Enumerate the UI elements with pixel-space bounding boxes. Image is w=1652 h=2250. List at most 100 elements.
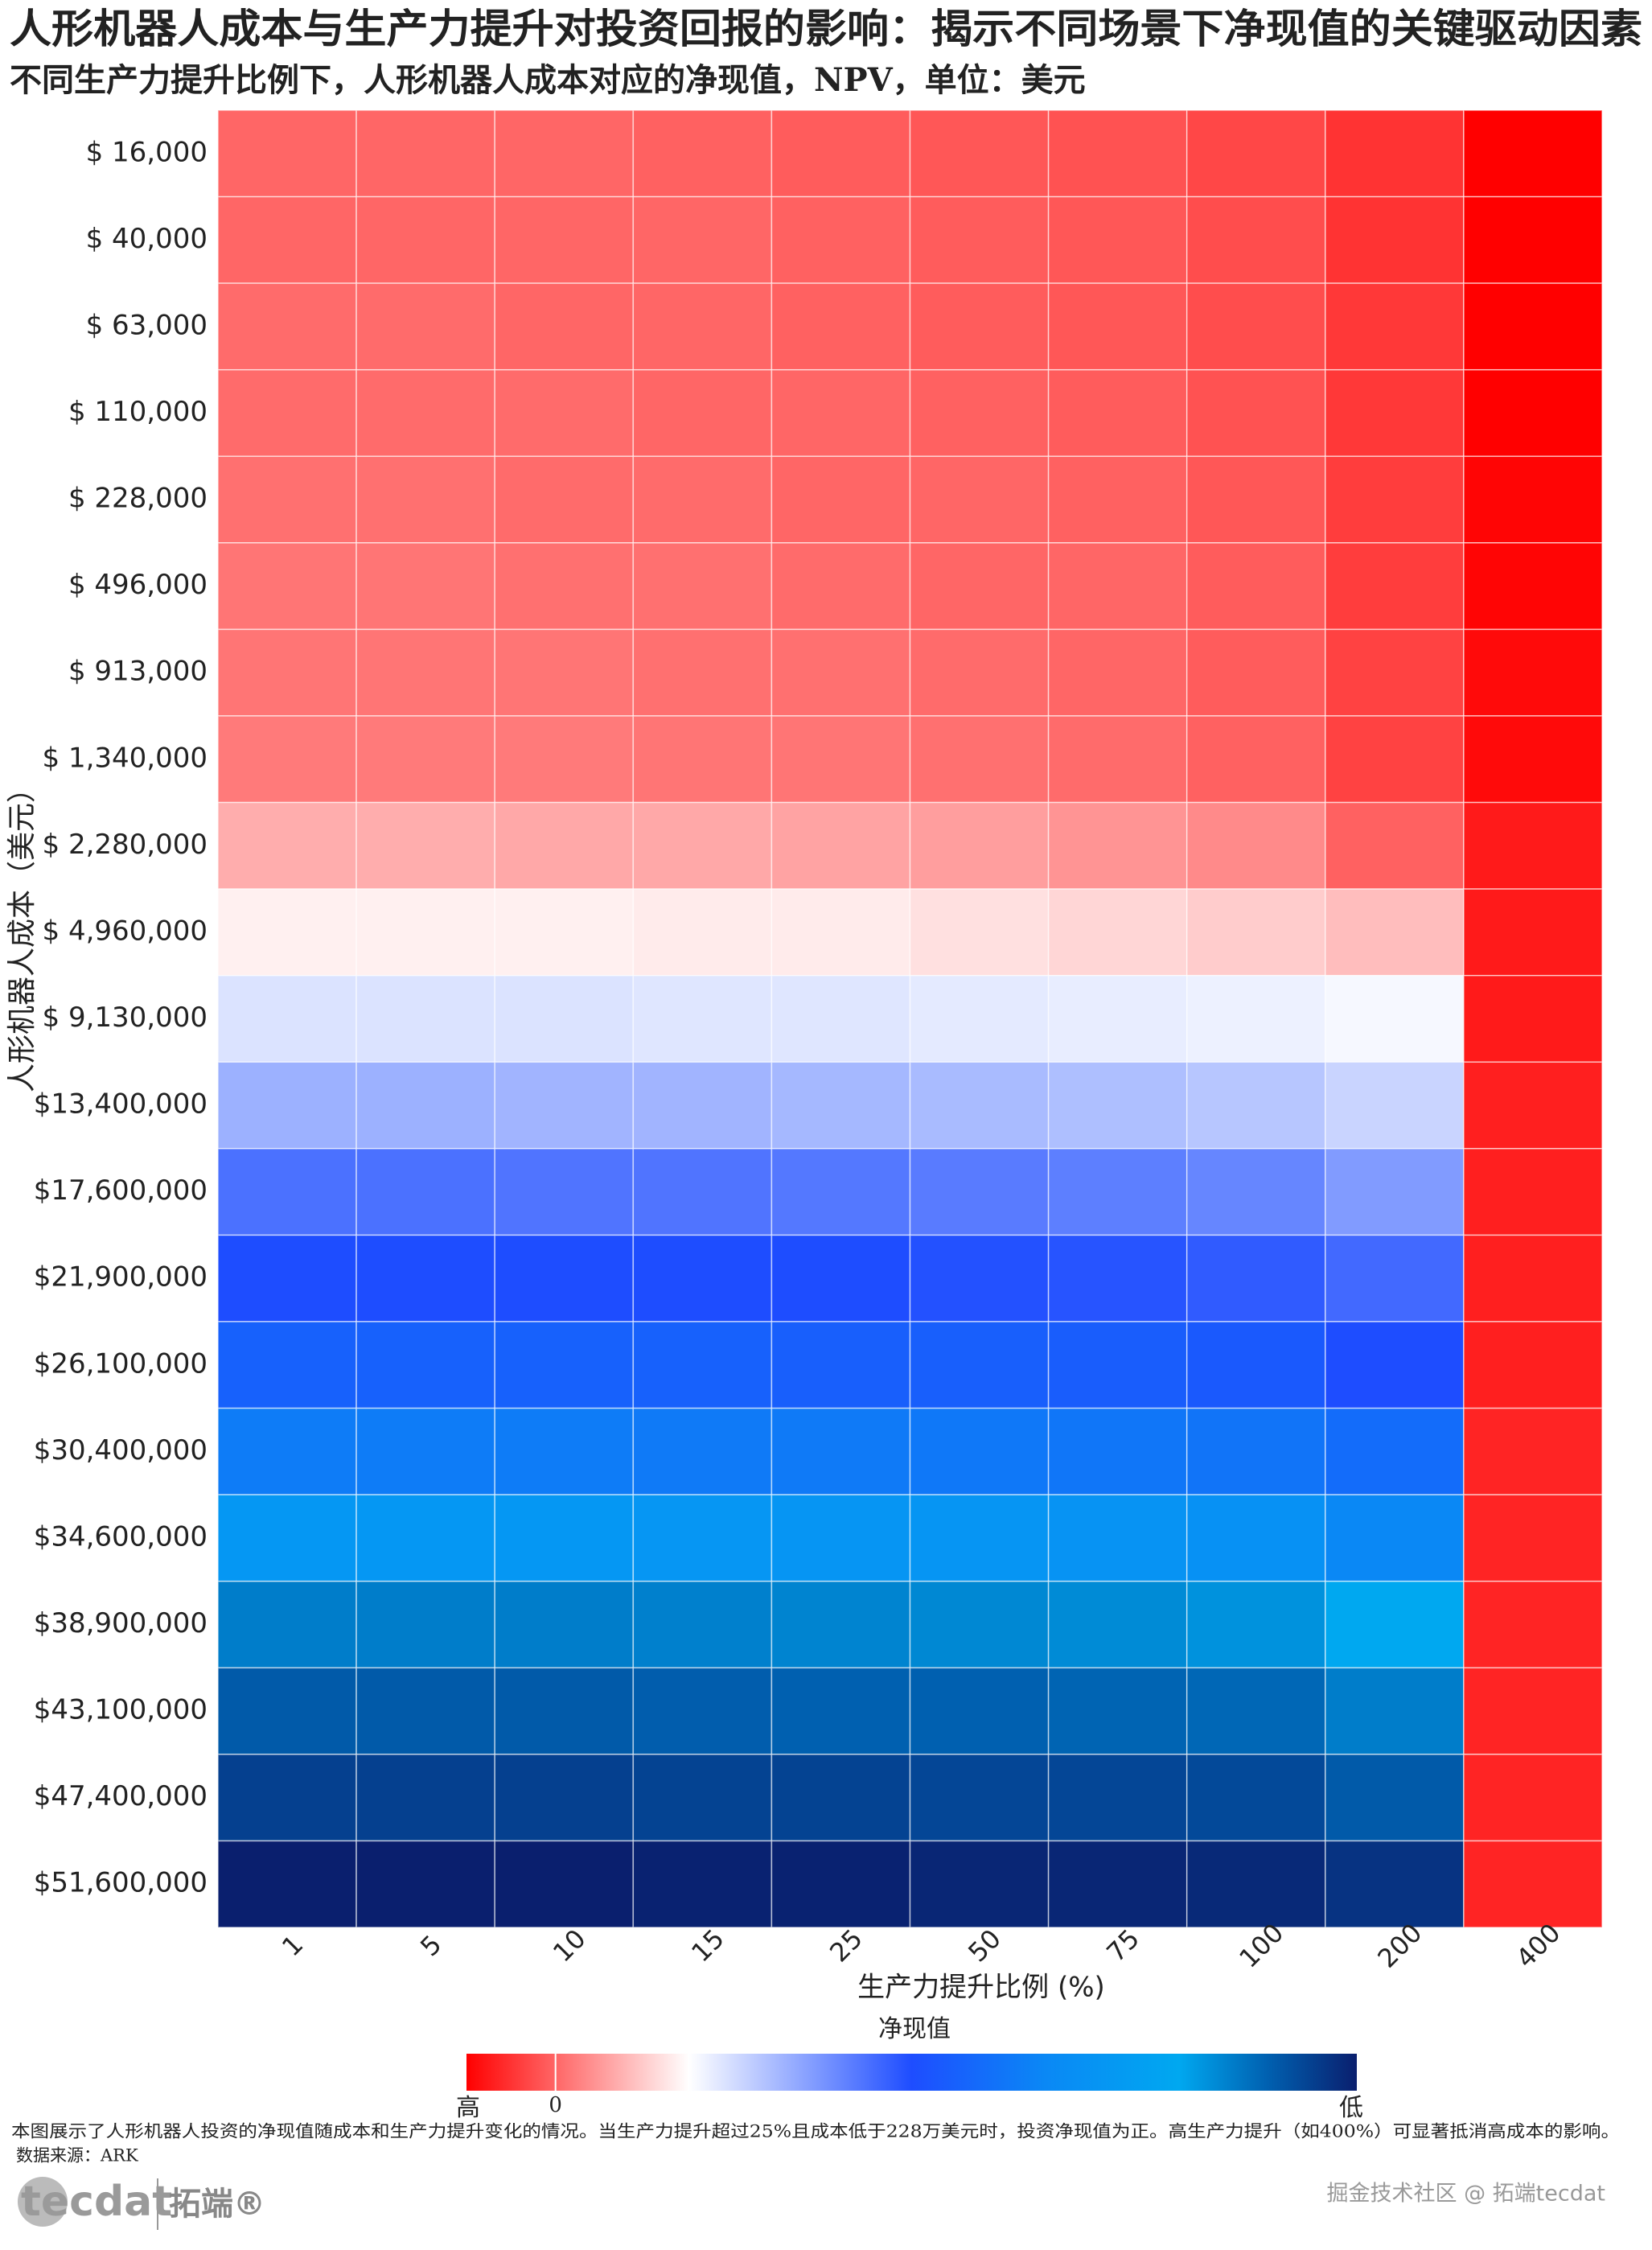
heatmap-cell: [1186, 282, 1326, 371]
heatmap-cell: [1047, 1580, 1188, 1669]
heatmap-cell: [1047, 715, 1188, 804]
heatmap-cell: [217, 628, 357, 717]
heatmap-cell: [355, 715, 495, 804]
heatmap-cell: [494, 1494, 635, 1582]
heatmap-cell: [217, 1148, 357, 1236]
heatmap-cell: [355, 1494, 495, 1582]
heatmap-cell: [771, 801, 911, 890]
heatmap-cell: [909, 715, 1050, 804]
heatmap-cell: [771, 1234, 911, 1322]
colorbar-low-label: 低: [1339, 2094, 1363, 2122]
heatmap-cell: [1325, 1840, 1465, 1928]
heatmap-cell: [1186, 974, 1326, 1063]
heatmap-cell: [1186, 628, 1326, 717]
heatmap-cell: [494, 455, 635, 544]
y-tick-label: $ 16,000: [86, 136, 208, 168]
logo-brand: 拓端®: [169, 2186, 265, 2223]
heatmap-cell: [1047, 542, 1188, 631]
heatmap-cell: [1047, 801, 1188, 890]
heatmap-cell: [494, 195, 635, 284]
colorbar-tick-label: 0: [549, 2093, 562, 2117]
heatmap-cell: [1463, 974, 1603, 1063]
heatmap-cell: [632, 542, 773, 631]
heatmap-cell: [355, 282, 495, 371]
heatmap-cell: [1186, 109, 1326, 198]
heatmap-cell: [1186, 1321, 1326, 1409]
x-tick-label: 1: [276, 1929, 309, 1962]
heatmap-cell: [632, 1234, 773, 1322]
heatmap-cell: [1463, 801, 1603, 890]
footer-source: 数据来源：ARK: [16, 2146, 138, 2166]
heatmap-cell: [1463, 455, 1603, 544]
heatmap-cell: [1463, 1580, 1603, 1669]
y-tick-label: $ 4,960,000: [43, 915, 208, 947]
heatmap-cell: [1325, 974, 1465, 1063]
heatmap-cell: [355, 888, 495, 977]
heatmap-cell: [632, 109, 773, 198]
heatmap-cell: [909, 888, 1050, 977]
heatmap-cell: [1463, 888, 1603, 977]
footer-note: 本图展示了人形机器人投资的净现值随成本和生产力提升变化的情况。当生产力提升超过2…: [11, 2122, 1620, 2141]
x-axis-title: 生产力提升比例 (%): [857, 1972, 1105, 2004]
heatmap-cell: [355, 1234, 495, 1322]
heatmap-cell: [355, 1667, 495, 1755]
heatmap-cell: [1047, 1148, 1188, 1236]
heatmap-cell: [1186, 1494, 1326, 1582]
x-tick-label: 75: [1100, 1923, 1145, 1968]
heatmap-cell: [909, 1321, 1050, 1409]
heatmap-cell: [1325, 109, 1465, 198]
heatmap-cell: [1047, 455, 1188, 544]
heatmap-cell: [1186, 1407, 1326, 1495]
heatmap-cell: [909, 1234, 1050, 1322]
heatmap-cell: [355, 368, 495, 458]
heatmap-cell: [771, 1494, 911, 1582]
heatmap-cell: [909, 195, 1050, 284]
heatmap-cell: [355, 455, 495, 544]
heatmap-cell: [1186, 801, 1326, 890]
heatmap-cell: [909, 1061, 1050, 1150]
y-tick-label: $ 1,340,000: [43, 742, 208, 774]
heatmap-cell: [771, 1061, 911, 1150]
heatmap-cell: [217, 1061, 357, 1150]
y-tick-label: $ 496,000: [68, 569, 208, 601]
heatmap-cell: [217, 1407, 357, 1495]
heatmap-cell: [909, 109, 1050, 198]
heatmap-cell: [217, 1321, 357, 1409]
heatmap-cell: [632, 1061, 773, 1150]
heatmap-cell: [217, 715, 357, 804]
heatmap-cell: [355, 1061, 495, 1150]
heatmap-cell: [632, 1754, 773, 1842]
heatmap-cell: [494, 542, 635, 631]
heatmap-cell: [1463, 1234, 1603, 1322]
heatmap-cell: [771, 1321, 911, 1409]
heatmap-cell: [1047, 1234, 1188, 1322]
logo-text: tecdat: [21, 2178, 172, 2226]
y-tick-label: $ 228,000: [68, 483, 208, 515]
heatmap-cell: [1186, 195, 1326, 284]
heatmap-cell: [909, 1840, 1050, 1928]
y-tick-label: $ 63,000: [86, 309, 208, 341]
heatmap-cell: [632, 1321, 773, 1409]
heatmap-cell: [1186, 1754, 1326, 1842]
heatmap-cell: [1047, 1840, 1188, 1928]
heatmap-cell: [1325, 1580, 1465, 1669]
heatmap-cell: [1047, 888, 1188, 977]
heatmap-cell: [632, 368, 773, 458]
heatmap-cell: [1047, 628, 1188, 717]
heatmap-cell: [217, 542, 357, 631]
heatmap-cell: [771, 1840, 911, 1928]
heatmap-cell: [217, 1840, 357, 1928]
y-tick-label: $13,400,000: [34, 1088, 208, 1121]
heatmap-cell: [771, 455, 911, 544]
heatmap-cell: [494, 368, 635, 458]
heatmap-cell: [355, 109, 495, 198]
y-tick-label: $51,600,000: [34, 1867, 208, 1899]
heatmap-cell: [632, 888, 773, 977]
heatmap-cell: [217, 888, 357, 977]
heatmap-cell: [771, 628, 911, 717]
heatmap-cell: [1186, 1840, 1326, 1928]
heatmap-cell: [355, 801, 495, 890]
heatmap-cell: [494, 1667, 635, 1755]
heatmap-cell: [494, 1061, 635, 1150]
heatmap-cell: [1047, 1754, 1188, 1842]
